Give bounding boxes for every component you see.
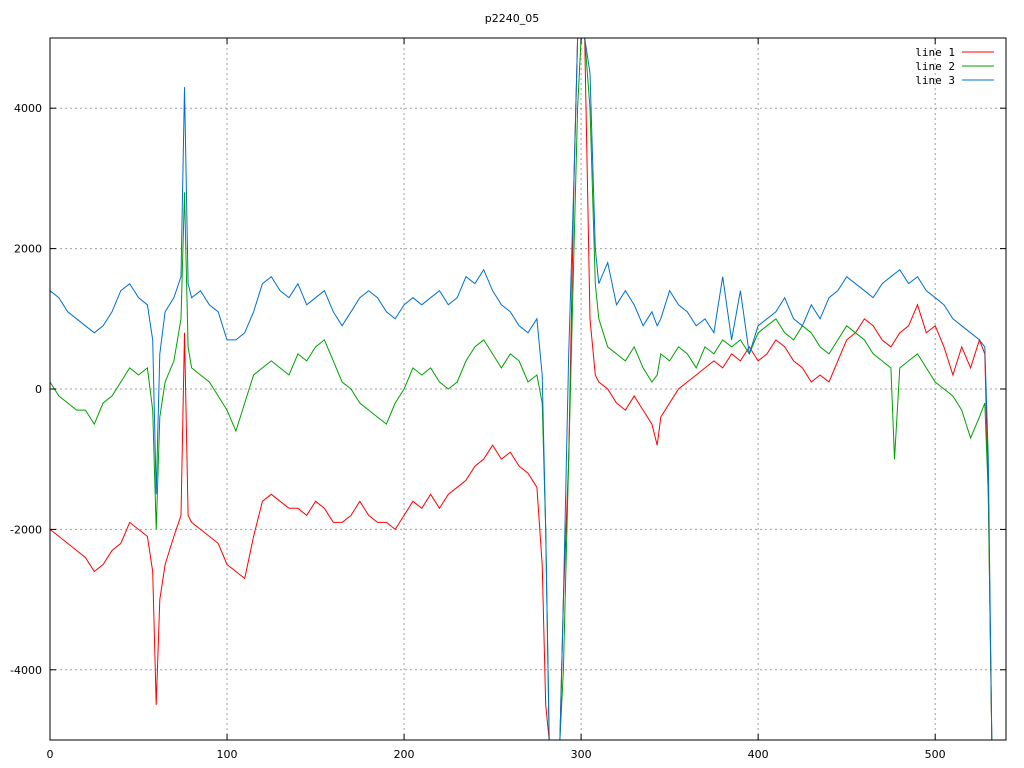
chart-title: p2240_05 [485, 12, 539, 25]
y-tick-label: 0 [35, 383, 42, 396]
axis-ticks [49, 38, 1006, 740]
series-line-1 [50, 38, 993, 740]
legend-label-1: line 1 [915, 46, 955, 59]
x-tick-label: 300 [571, 748, 592, 761]
y-tick-label: 4000 [14, 102, 42, 115]
x-tick-label: 400 [748, 748, 769, 761]
x-tick-labels: 0 100 200 300 400 500 [47, 748, 946, 761]
y-tick-label: -2000 [10, 523, 42, 536]
y-tick-label: -4000 [10, 664, 42, 677]
y-tick-label: 2000 [14, 243, 42, 256]
series-layer [50, 38, 993, 740]
x-tick-label: 500 [925, 748, 946, 761]
x-tick-label: 0 [47, 748, 54, 761]
legend-label-3: line 3 [915, 74, 955, 87]
series-line-3 [50, 38, 993, 740]
grid [50, 38, 1006, 740]
legend-label-2: line 2 [915, 60, 955, 73]
plot-area-border [49, 37, 1007, 741]
y-tick-labels: -4000 -2000 0 2000 4000 [10, 102, 42, 677]
x-tick-label: 200 [394, 748, 415, 761]
x-tick-label: 100 [217, 748, 238, 761]
